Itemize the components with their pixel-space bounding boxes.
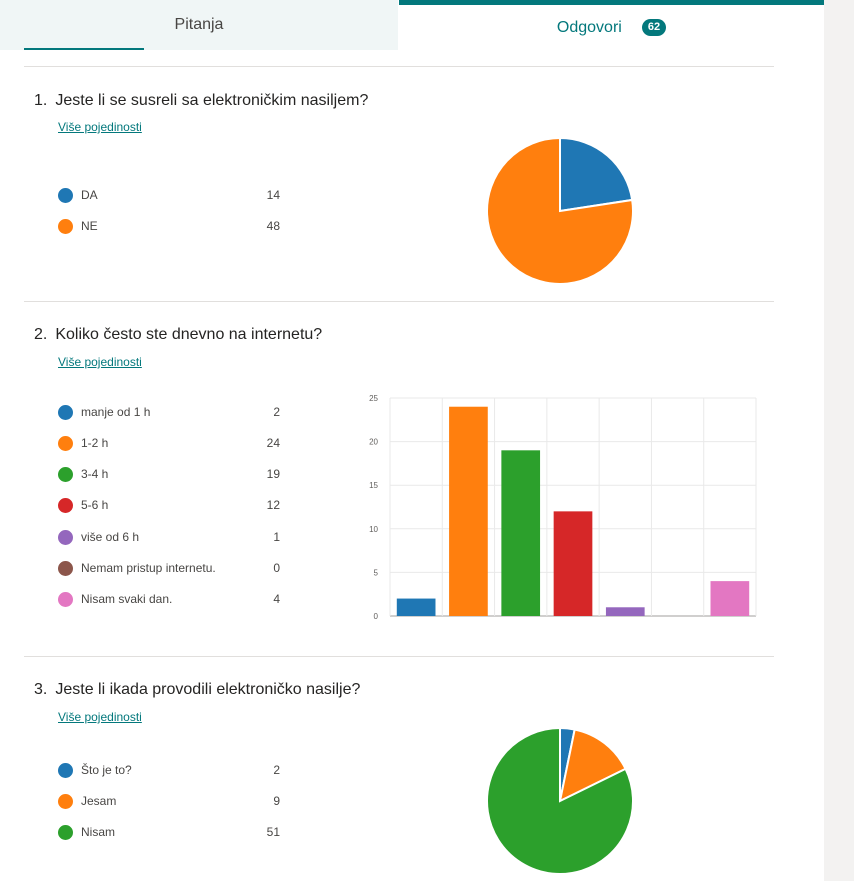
legend-count: 48 [266, 219, 280, 233]
legend-count: 0 [273, 561, 280, 575]
legend-label: 1-2 h [81, 436, 109, 450]
bar [605, 607, 645, 616]
question-1-title: 1. Jeste li se susreli sa elektroničkim n… [34, 92, 368, 110]
legend-row: Nisam 51 [58, 824, 288, 842]
legend-row: Nisam svaki dan. 4 [58, 591, 288, 609]
legend-dot [58, 436, 73, 451]
y-tick-label: 25 [369, 394, 378, 403]
legend-count: 24 [266, 436, 280, 450]
legend-label: više od 6 h [81, 530, 140, 544]
legend-label: Nemam pristup internetu. [81, 561, 216, 575]
legend-dot [58, 592, 73, 607]
question-2-number: 2. [34, 326, 48, 343]
section-divider [24, 301, 774, 302]
question-1-pie-chart [486, 136, 634, 285]
y-tick-label: 10 [369, 525, 378, 534]
legend-dot [58, 219, 73, 234]
right-gutter [824, 0, 854, 881]
legend-dot [58, 188, 73, 203]
pie-slice [558, 728, 627, 803]
question-3-number: 3. [34, 681, 48, 698]
legend-dot [58, 825, 73, 840]
y-tick-label: 0 [374, 612, 379, 621]
tab-questions-underline [24, 48, 144, 50]
tab-questions[interactable]: Pitanja [0, 0, 398, 50]
legend-row: 3-4 h 19 [58, 466, 288, 484]
question-1-number: 1. [34, 92, 48, 109]
y-tick-label: 5 [374, 568, 379, 577]
question-3-more-details-link[interactable]: Više pojedinosti [58, 710, 142, 724]
legend-label: Nisam svaki dan. [81, 592, 173, 606]
legend-dot [58, 467, 73, 482]
legend-row: NE 48 [58, 218, 288, 236]
legend-label: 3-4 h [81, 467, 109, 481]
bar [710, 581, 750, 616]
question-2-title: 2. Koliko često ste dnevno na internetu? [34, 326, 322, 344]
section-divider [24, 656, 774, 657]
bar [449, 406, 488, 616]
legend-count: 2 [273, 405, 280, 419]
legend-row: Što je to? 2 [58, 762, 288, 780]
legend-dot [58, 763, 73, 778]
legend-dot [58, 498, 73, 513]
pie-slice [486, 726, 634, 875]
legend-count: 2 [273, 763, 280, 777]
legend-row: Nemam pristup internetu. 0 [58, 560, 288, 578]
legend-dot [58, 530, 73, 545]
legend-row: Jesam 9 [58, 793, 288, 811]
legend-row: manje od 1 h 2 [58, 404, 288, 422]
legend-count: 19 [266, 467, 280, 481]
tab-questions-label: Pitanja [174, 16, 224, 33]
bar [396, 598, 436, 616]
legend-row: 1-2 h 24 [58, 435, 288, 453]
question-2-more-details-link[interactable]: Više pojedinosti [58, 355, 142, 369]
legend-label: Što je to? [81, 763, 132, 777]
legend-dot [58, 405, 73, 420]
bar [553, 511, 593, 616]
legend-row: 5-6 h 12 [58, 497, 288, 515]
legend-label: DA [81, 188, 98, 202]
legend-label: NE [81, 219, 98, 233]
legend-count: 12 [266, 498, 280, 512]
tab-responses[interactable]: Odgovori 62 [399, 0, 824, 50]
tab-responses-label: Odgovori [556, 18, 622, 36]
legend-label: 5-6 h [81, 498, 109, 512]
question-1-more-details-link[interactable]: Više pojedinosti [58, 120, 142, 134]
question-3-text: Jeste li ikada provodili elektroničko na… [55, 681, 361, 698]
legend-label: Nisam [81, 825, 116, 839]
legend-count: 9 [273, 794, 280, 808]
legend-count: 4 [273, 592, 280, 606]
question-1-text: Jeste li se susreli sa elektroničkim nas… [55, 92, 369, 109]
question-2-text: Koliko često ste dnevno na internetu? [55, 326, 323, 343]
question-3-pie-chart [486, 726, 634, 875]
pie-slice [486, 136, 634, 285]
bar [501, 450, 541, 616]
y-tick-label: 15 [369, 481, 378, 490]
y-tick-label: 20 [369, 438, 378, 447]
question-2-bar-chart: 0 5 10 15 20 25 [369, 394, 757, 621]
legend-dot [58, 561, 73, 576]
legend-label: manje od 1 h [81, 405, 151, 419]
legend-count: 51 [266, 825, 280, 839]
legend-row: DA 14 [58, 187, 288, 205]
legend-label: Jesam [81, 794, 117, 808]
legend-row: više od 6 h 1 [58, 529, 288, 547]
section-divider [24, 66, 774, 67]
pie-slice [559, 136, 634, 213]
legend-count: 14 [266, 188, 280, 202]
legend-dot [58, 794, 73, 809]
responses-count-badge: 62 [641, 19, 667, 36]
question-3-title: 3. Jeste li ikada provodili elektroničko … [34, 681, 360, 699]
legend-count: 1 [273, 530, 280, 544]
